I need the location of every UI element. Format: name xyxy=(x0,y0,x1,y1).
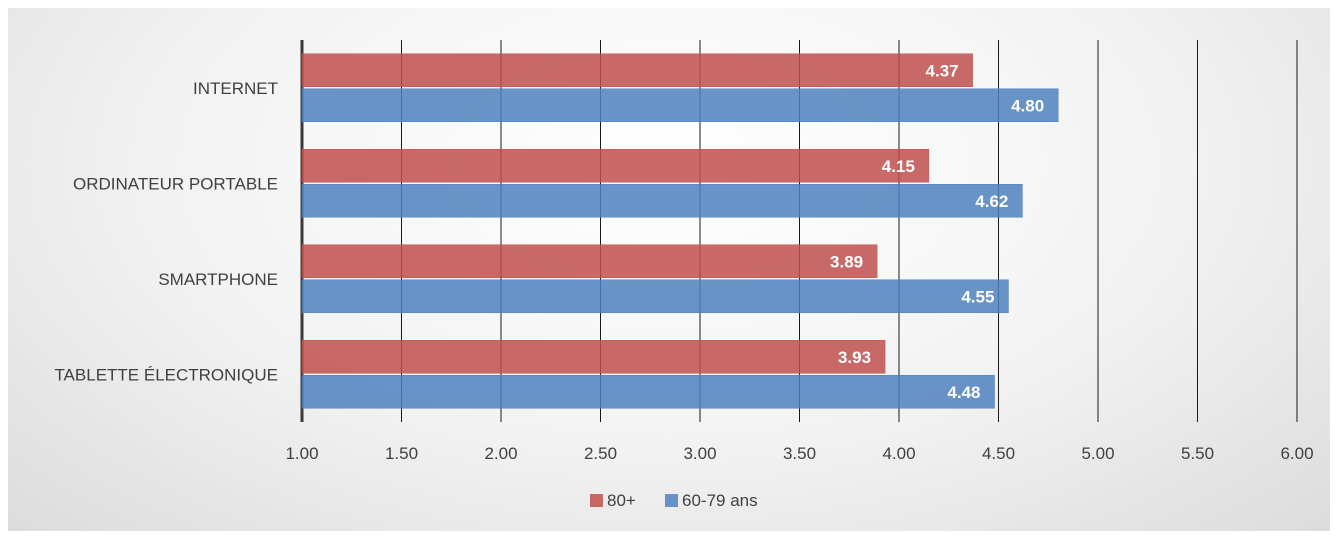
x-tick-label: 1.00 xyxy=(285,444,318,463)
bar xyxy=(301,53,973,87)
bar xyxy=(301,279,1009,313)
bar xyxy=(301,149,930,183)
data-label: 4.15 xyxy=(882,157,915,176)
data-label: 3.93 xyxy=(838,348,871,367)
bar xyxy=(301,340,886,374)
x-tick-label: 6.00 xyxy=(1280,444,1313,463)
x-tick-label: 3.00 xyxy=(683,444,716,463)
category-label: SMARTPHONE xyxy=(158,270,278,289)
bar xyxy=(301,184,1023,218)
x-tick-label: 2.50 xyxy=(584,444,617,463)
data-label: 4.62 xyxy=(975,192,1008,211)
x-tick-label: 1.50 xyxy=(385,444,418,463)
x-tick-label: 4.50 xyxy=(982,444,1015,463)
category-label: ORDINATEUR PORTABLE xyxy=(73,174,278,193)
legend-label: 80+ xyxy=(607,491,636,510)
bar xyxy=(301,244,878,278)
data-label: 4.37 xyxy=(926,61,959,80)
labels: 1.00 1.50 2.00 2.50 3.00 3.50 4.00 4.50 5.00 5.50… xyxy=(54,61,1313,463)
legend-label: 60-79 ans xyxy=(682,491,758,510)
x-tick-label: 3.50 xyxy=(783,444,816,463)
x-tick-label: 5.00 xyxy=(1081,444,1114,463)
data-label: 3.89 xyxy=(830,252,863,271)
data-label: 4.80 xyxy=(1011,96,1044,115)
bar xyxy=(301,375,995,409)
category-label: INTERNET xyxy=(193,79,278,98)
bars xyxy=(301,53,1059,409)
x-tick-label: 5.50 xyxy=(1181,444,1214,463)
data-label: 4.48 xyxy=(947,383,980,402)
category-label: TABLETTE ÉLECTRONIQUE xyxy=(54,365,278,384)
x-tick-label: 2.00 xyxy=(484,444,517,463)
legend-swatch xyxy=(665,494,678,507)
x-tick-label: 4.00 xyxy=(882,444,915,463)
data-label: 4.55 xyxy=(961,287,994,306)
bar xyxy=(301,88,1059,122)
legend: 80+ 60-79 ans xyxy=(590,491,758,510)
legend-swatch xyxy=(590,494,603,507)
